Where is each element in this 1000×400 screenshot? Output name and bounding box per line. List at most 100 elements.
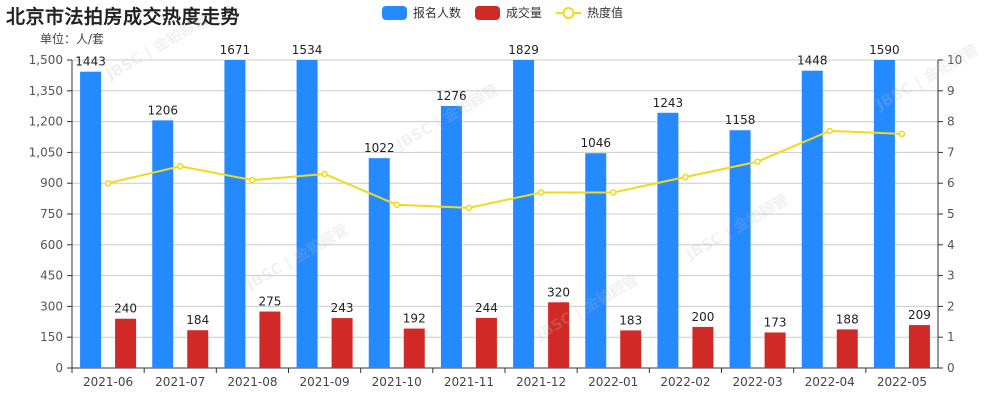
bar-signups[interactable] bbox=[801, 70, 823, 368]
heat-point[interactable] bbox=[393, 201, 400, 209]
bar-label: 1590 bbox=[869, 43, 900, 57]
bar-deals[interactable] bbox=[692, 326, 714, 368]
bar-deals[interactable] bbox=[115, 318, 137, 368]
bar-signups[interactable] bbox=[729, 130, 751, 368]
x-axis-label: 2021-09 bbox=[300, 375, 350, 389]
heat-point[interactable] bbox=[754, 158, 761, 165]
heat-point[interactable] bbox=[898, 130, 906, 138]
heat-point[interactable] bbox=[610, 189, 617, 196]
bar-deals[interactable] bbox=[475, 317, 497, 368]
bar-label: 183 bbox=[619, 313, 642, 327]
x-axis-label: 2022-03 bbox=[733, 375, 783, 389]
bar-deals[interactable] bbox=[620, 330, 642, 368]
bar-label: 244 bbox=[475, 301, 498, 315]
left-axis-tick: 1,350 bbox=[29, 84, 63, 98]
bar-label: 275 bbox=[258, 295, 281, 309]
bar-label: 1671 bbox=[220, 43, 251, 57]
right-axis-tick: 0 bbox=[947, 361, 955, 375]
right-axis-tick: 8 bbox=[947, 115, 955, 129]
bar-label: 1022 bbox=[364, 141, 395, 155]
left-axis-tick: 1,500 bbox=[29, 53, 63, 67]
bar-label: 188 bbox=[836, 312, 859, 326]
heat-point[interactable] bbox=[177, 163, 184, 170]
heat-line bbox=[107, 129, 902, 209]
chart-title: 北京市法拍房成交热度走势 bbox=[6, 6, 241, 28]
bar-label: 173 bbox=[764, 315, 787, 329]
legend: 报名人数 成交量 热度值 bbox=[382, 4, 637, 21]
heat-point[interactable] bbox=[321, 170, 328, 178]
left-axis-tick: 300 bbox=[40, 299, 63, 313]
x-axis-label: 2021-10 bbox=[372, 375, 422, 389]
right-axis-tick: 6 bbox=[947, 176, 955, 190]
bar-signups[interactable] bbox=[224, 60, 246, 368]
bar-label: 1158 bbox=[725, 113, 756, 127]
line-marker-icon bbox=[556, 6, 582, 19]
heat-point[interactable] bbox=[537, 189, 545, 196]
bar-label: 200 bbox=[691, 310, 714, 324]
bar-label: 192 bbox=[403, 312, 426, 326]
x-axis-label: 2021-06 bbox=[83, 375, 133, 389]
legend-swatch-blue bbox=[382, 5, 407, 20]
right-axis-tick: 1 bbox=[947, 330, 955, 344]
bar-deals[interactable] bbox=[836, 329, 858, 368]
bar-label: 1829 bbox=[508, 43, 539, 57]
legend-item-heat[interactable]: 热度值 bbox=[556, 4, 623, 21]
bar-deals[interactable] bbox=[403, 328, 425, 368]
bar-signups[interactable] bbox=[513, 60, 535, 368]
left-axis-tick: 600 bbox=[40, 238, 63, 252]
x-axis-label: 2022-05 bbox=[877, 375, 927, 389]
bar-label: 1276 bbox=[436, 89, 467, 103]
bar-label: 1534 bbox=[292, 43, 323, 57]
x-axis-label: 2022-02 bbox=[660, 375, 710, 389]
right-axis-tick: 3 bbox=[947, 269, 955, 283]
heat-point[interactable] bbox=[249, 176, 256, 184]
bar-label: 1206 bbox=[147, 103, 178, 117]
left-axis-tick: 1,050 bbox=[29, 145, 63, 159]
left-axis-tick: 750 bbox=[40, 207, 63, 221]
bar-label: 1046 bbox=[580, 136, 611, 150]
bar-deals[interactable] bbox=[187, 330, 209, 368]
bar-deals[interactable] bbox=[259, 311, 281, 368]
bar-deals[interactable] bbox=[548, 302, 570, 368]
bar-signups[interactable] bbox=[585, 153, 607, 368]
right-axis-tick: 5 bbox=[947, 207, 955, 221]
bar-signups[interactable] bbox=[152, 120, 174, 368]
right-axis-tick: 7 bbox=[947, 145, 955, 159]
left-axis-tick: 900 bbox=[40, 176, 63, 190]
bar-label: 209 bbox=[908, 308, 931, 322]
legend-swatch-red bbox=[475, 5, 501, 20]
right-axis-tick: 4 bbox=[947, 238, 955, 252]
legend-item-deals[interactable]: 成交量 bbox=[475, 4, 542, 21]
x-axis-label: 2021-08 bbox=[227, 375, 277, 389]
unit-label: 单位：人/套 bbox=[40, 32, 105, 46]
bar-label: 1443 bbox=[75, 55, 106, 69]
heat-point[interactable] bbox=[465, 204, 473, 212]
bar-deals[interactable] bbox=[764, 332, 786, 368]
heat-point[interactable] bbox=[826, 127, 833, 135]
left-axis-tick: 0 bbox=[55, 361, 63, 375]
bar-signups[interactable] bbox=[657, 112, 679, 369]
bar-signups[interactable] bbox=[80, 71, 102, 368]
bar-signups[interactable] bbox=[873, 60, 895, 368]
right-axis-tick: 2 bbox=[947, 299, 955, 313]
bar-signups[interactable] bbox=[440, 105, 462, 369]
legend-item-signups[interactable]: 报名人数 bbox=[382, 4, 461, 21]
bar-deals[interactable] bbox=[331, 318, 353, 368]
right-axis-tick: 9 bbox=[947, 84, 955, 98]
legend-label: 成交量 bbox=[506, 6, 543, 20]
bar-label: 1243 bbox=[653, 96, 684, 110]
x-axis-label: 2022-01 bbox=[588, 375, 638, 389]
bar-signups[interactable] bbox=[368, 158, 390, 368]
bar-deals[interactable] bbox=[908, 325, 930, 368]
bar-signups[interactable] bbox=[296, 60, 318, 368]
bar-label: 320 bbox=[547, 285, 570, 299]
heat-point[interactable] bbox=[682, 173, 689, 181]
legend-label: 报名人数 bbox=[413, 6, 462, 20]
bar-label: 240 bbox=[114, 302, 137, 316]
left-axis-tick: 450 bbox=[40, 269, 63, 283]
left-axis-tick: 150 bbox=[40, 330, 63, 344]
bar-label: 243 bbox=[331, 301, 354, 315]
heat-point[interactable] bbox=[104, 179, 112, 187]
right-axis-tick: 10 bbox=[947, 53, 962, 67]
